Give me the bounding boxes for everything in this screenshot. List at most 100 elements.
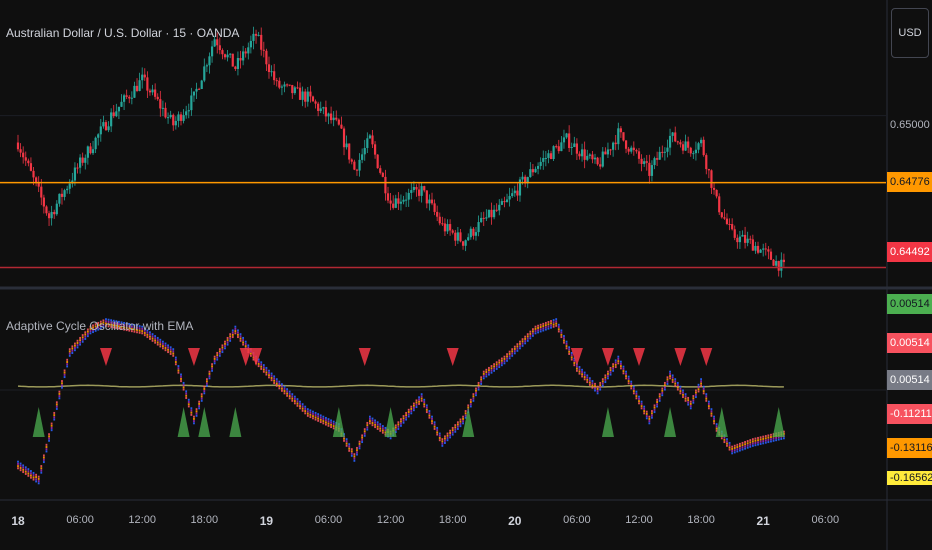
oscillator-dot (604, 376, 607, 379)
oscillator-dot (739, 445, 741, 448)
oscillator-dot (76, 344, 79, 347)
oscillator-dot (674, 382, 677, 385)
oscillator-dot (216, 356, 219, 359)
oscillator-dot (32, 478, 35, 481)
oscillator-dot (612, 369, 615, 372)
oscillator-dot (244, 340, 247, 343)
oscillator-dot (604, 374, 607, 377)
candle-body (200, 80, 203, 89)
oscillator-dot (506, 357, 508, 360)
oscillator-dot (550, 320, 552, 323)
symbol-title: Australian Dollar / U.S. Dollar · 15 · O… (6, 26, 240, 40)
oscillator-dot (648, 420, 651, 423)
oscillator-dot (112, 322, 115, 325)
oscillator-dot (762, 440, 765, 443)
oscillator-dot (456, 425, 459, 428)
candle-body (368, 135, 371, 139)
candle-body (402, 199, 405, 202)
oscillator-dot (433, 421, 436, 424)
oscillator-dot (687, 399, 690, 402)
oscillator-dot (405, 414, 408, 417)
oscillator-dot (485, 368, 488, 371)
oscillator-dot (547, 323, 550, 326)
oscillator-dot (480, 376, 483, 379)
oscillator-dot (203, 390, 206, 393)
candle-body (490, 209, 493, 218)
oscillator-dot (635, 390, 638, 393)
oscillator-dot (162, 345, 164, 348)
oscillator-dot (213, 357, 216, 360)
oscillator-dot (74, 349, 76, 352)
oscillator-dot (30, 470, 32, 473)
oscillator-dot (154, 335, 157, 338)
oscillator-dot (521, 340, 524, 343)
candle-body (234, 66, 237, 69)
oscillator-dot (42, 456, 45, 459)
candle-body (348, 143, 351, 160)
candle-body (223, 54, 227, 58)
candle-body (609, 149, 612, 151)
oscillator-dot (247, 344, 250, 347)
candle-body (389, 200, 392, 204)
oscillator-dot (278, 387, 281, 390)
oscillator-dot (61, 380, 63, 383)
oscillator-dot (265, 373, 268, 376)
candle-body (487, 209, 491, 218)
buy-signal-marker (715, 407, 728, 437)
candle-body (469, 228, 472, 238)
oscillator-dot (169, 350, 172, 353)
candle-body (203, 66, 206, 81)
oscillator-dot (532, 330, 534, 333)
oscillator-dot (638, 397, 640, 400)
oscillator-dot (645, 410, 648, 413)
oscillator-dot (159, 338, 162, 341)
oscillator-dot (35, 476, 38, 479)
oscillator-dot (539, 328, 542, 331)
oscillator-dot (431, 417, 433, 420)
oscillator-dot (301, 409, 304, 412)
oscillator-dot (247, 346, 250, 349)
oscillator-dot (423, 405, 426, 408)
oscillator-dot (27, 474, 30, 477)
candle-body (751, 239, 754, 251)
candle-body (449, 224, 452, 231)
oscillator-dot (767, 436, 770, 439)
oscillator-dot (275, 378, 278, 381)
oscillator-dot (519, 347, 521, 350)
oscillator-dot (609, 371, 612, 374)
candle-body (464, 240, 467, 246)
oscillator-dot (451, 429, 454, 432)
oscillator-dot (446, 439, 449, 442)
candle-body (689, 147, 692, 154)
candle-body (146, 77, 149, 91)
oscillator-dot (381, 431, 384, 434)
oscillator-dot (257, 358, 260, 361)
oscillator-dot (205, 384, 208, 387)
oscillator-dot (493, 365, 495, 368)
oscillator-dot (410, 405, 413, 408)
candle-body (89, 146, 92, 154)
oscillator-dot (508, 357, 511, 360)
candle-body (560, 142, 563, 152)
oscillator-dot (319, 416, 322, 419)
oscillator-dot (195, 410, 198, 413)
sell-signal-marker (250, 348, 263, 366)
oscillator-dot (578, 366, 581, 369)
oscillator-dot (125, 326, 128, 329)
oscillator-dot (490, 369, 493, 372)
currency-button[interactable]: USD (891, 8, 929, 58)
oscillator-dot (462, 415, 464, 418)
oscillator-dot (327, 422, 330, 425)
oscillator-dot (123, 326, 125, 329)
oscillator-dot (469, 401, 472, 404)
oscillator-dot (757, 439, 759, 442)
oscillator-dot (524, 340, 527, 343)
oscillator-dot (22, 471, 25, 474)
oscillator-dot (552, 325, 555, 328)
candle-body (542, 158, 545, 162)
candle-body (371, 135, 374, 145)
candle-body (319, 108, 322, 112)
oscillator-dot (133, 324, 136, 327)
oscillator-dot (630, 380, 633, 383)
